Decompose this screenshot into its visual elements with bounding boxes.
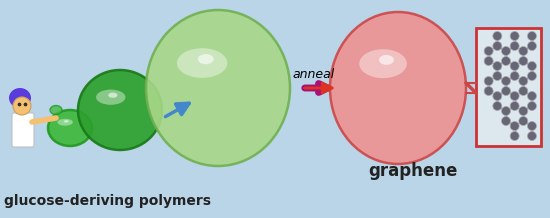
Ellipse shape	[96, 90, 125, 105]
Ellipse shape	[519, 87, 528, 95]
Ellipse shape	[502, 116, 510, 126]
Ellipse shape	[493, 41, 502, 51]
Ellipse shape	[493, 61, 502, 70]
Ellipse shape	[493, 92, 502, 100]
Ellipse shape	[13, 97, 31, 115]
Text: graphene: graphene	[368, 162, 458, 180]
FancyBboxPatch shape	[12, 113, 34, 147]
Ellipse shape	[510, 61, 519, 70]
Ellipse shape	[519, 77, 528, 85]
Ellipse shape	[527, 92, 536, 100]
Ellipse shape	[359, 49, 407, 78]
Ellipse shape	[50, 106, 62, 114]
Ellipse shape	[510, 102, 519, 111]
Ellipse shape	[502, 107, 510, 116]
Ellipse shape	[519, 46, 528, 56]
Text: glucose-deriving polymers: glucose-deriving polymers	[4, 194, 211, 208]
Ellipse shape	[519, 107, 528, 116]
Ellipse shape	[527, 72, 536, 80]
Ellipse shape	[510, 131, 519, 140]
Ellipse shape	[493, 72, 502, 80]
Ellipse shape	[502, 56, 510, 65]
Ellipse shape	[527, 31, 536, 41]
Ellipse shape	[502, 77, 510, 85]
Ellipse shape	[57, 119, 73, 126]
Ellipse shape	[510, 92, 519, 100]
Ellipse shape	[484, 46, 493, 56]
FancyBboxPatch shape	[476, 28, 541, 146]
Ellipse shape	[108, 93, 118, 98]
Ellipse shape	[510, 31, 519, 41]
Ellipse shape	[527, 41, 536, 51]
Ellipse shape	[48, 110, 92, 146]
Ellipse shape	[146, 10, 290, 166]
Ellipse shape	[519, 56, 528, 65]
Ellipse shape	[379, 55, 394, 65]
Ellipse shape	[484, 77, 493, 85]
Ellipse shape	[493, 102, 502, 111]
Ellipse shape	[527, 102, 536, 111]
Ellipse shape	[9, 88, 31, 108]
Ellipse shape	[510, 121, 519, 131]
Ellipse shape	[177, 48, 227, 78]
Ellipse shape	[527, 61, 536, 70]
Text: anneal: anneal	[292, 68, 334, 81]
Ellipse shape	[510, 72, 519, 80]
Ellipse shape	[78, 70, 162, 150]
Ellipse shape	[502, 87, 510, 95]
Ellipse shape	[484, 87, 493, 95]
Ellipse shape	[484, 56, 493, 65]
Ellipse shape	[330, 12, 466, 164]
Ellipse shape	[527, 121, 536, 131]
Ellipse shape	[510, 41, 519, 51]
Ellipse shape	[64, 120, 69, 123]
Ellipse shape	[493, 31, 502, 41]
Ellipse shape	[519, 116, 528, 126]
Ellipse shape	[198, 54, 214, 64]
Ellipse shape	[502, 46, 510, 56]
Ellipse shape	[527, 131, 536, 140]
